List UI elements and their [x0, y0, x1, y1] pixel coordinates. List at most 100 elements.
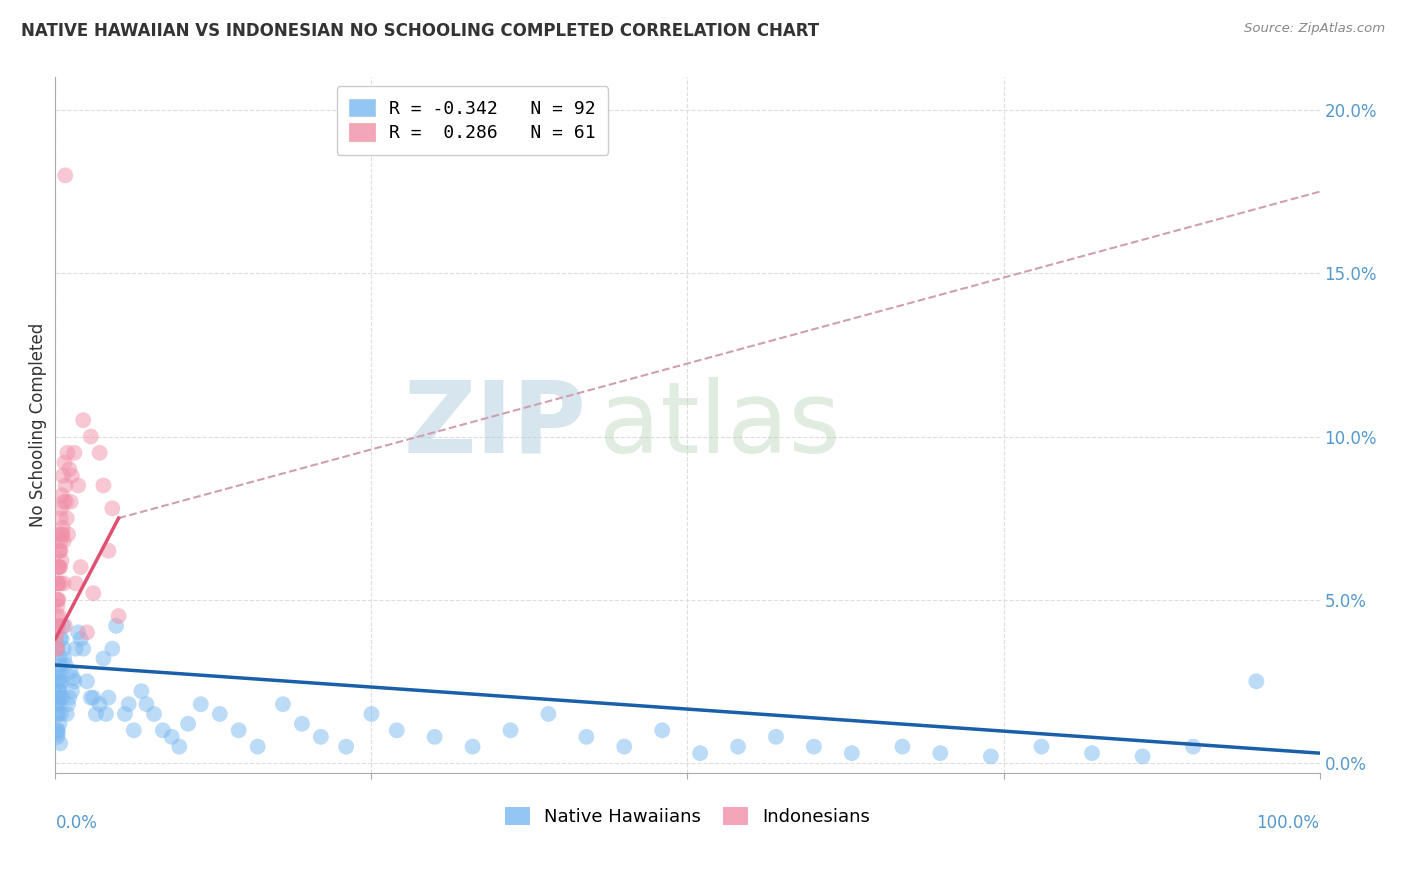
Point [65, 641, 87, 656]
Point [45, 641, 67, 656]
Point [51, 690, 73, 705]
Point [48, 543, 70, 558]
Point [48, 527, 70, 541]
Point [929, 746, 952, 760]
Text: NATIVE HAWAIIAN VS INDONESIAN NO SCHOOLING COMPLETED CORRELATION CHART: NATIVE HAWAIIAN VS INDONESIAN NO SCHOOLI… [21, 22, 820, 40]
Point [309, 730, 332, 744]
Point [97, 543, 120, 558]
Point [49, 706, 72, 721]
Point [49, 533, 72, 548]
Point [51, 674, 73, 689]
Point [46, 619, 69, 633]
Point [48, 543, 70, 558]
Point [45, 632, 67, 646]
Point [53, 169, 76, 183]
Point [291, 716, 314, 731]
Point [55, 706, 77, 721]
Point [60, 684, 83, 698]
Point [1182, 739, 1205, 754]
Point [45, 625, 67, 640]
Text: Source: ZipAtlas.com: Source: ZipAtlas.com [1244, 22, 1385, 36]
Point [45, 619, 67, 633]
Point [1081, 746, 1104, 760]
Point [62, 671, 84, 685]
Point [82, 586, 104, 600]
Point [82, 690, 104, 705]
Point [45, 697, 67, 711]
Point [107, 609, 129, 624]
Point [67, 478, 90, 492]
Point [49, 543, 72, 558]
Point [46, 690, 69, 705]
Point [651, 723, 673, 738]
Point [49, 658, 72, 673]
Point [51, 553, 73, 567]
Point [51, 488, 73, 502]
Text: atlas: atlas [599, 376, 841, 474]
Point [97, 690, 120, 705]
Point [48, 671, 70, 685]
Point [48, 697, 70, 711]
Point [613, 739, 636, 754]
Point [980, 749, 1002, 764]
Point [51, 632, 73, 646]
Point [46, 576, 69, 591]
Point [49, 560, 72, 574]
Point [49, 576, 72, 591]
Point [53, 456, 76, 470]
Point [51, 527, 73, 541]
Point [60, 468, 83, 483]
Point [45, 641, 67, 656]
Point [72, 641, 94, 656]
Point [1132, 749, 1154, 764]
Point [94, 706, 117, 721]
Point [46, 609, 69, 624]
Point [53, 495, 76, 509]
Point [499, 723, 522, 738]
Point [160, 730, 183, 744]
Point [118, 697, 141, 711]
Point [765, 730, 787, 744]
Point [114, 706, 136, 721]
Point [101, 501, 124, 516]
Point [803, 739, 825, 754]
Point [76, 674, 98, 689]
Point [52, 533, 75, 548]
Point [80, 429, 103, 443]
Point [48, 690, 70, 705]
Point [69, 632, 91, 646]
Point [537, 706, 560, 721]
Point [46, 560, 69, 574]
Point [46, 730, 69, 744]
Point [49, 632, 72, 646]
Point [105, 619, 128, 633]
Point [48, 674, 70, 689]
Point [891, 739, 914, 754]
Point [271, 697, 294, 711]
Point [46, 592, 69, 607]
Point [46, 641, 69, 656]
Point [48, 716, 70, 731]
Point [49, 511, 72, 525]
Text: 100.0%: 100.0% [1257, 814, 1320, 832]
Point [46, 723, 69, 738]
Point [1031, 739, 1053, 754]
Point [689, 746, 711, 760]
Point [152, 723, 174, 738]
Point [49, 677, 72, 691]
Point [49, 665, 72, 679]
Point [45, 706, 67, 721]
Y-axis label: No Schooling Completed: No Schooling Completed [30, 323, 46, 527]
Point [841, 746, 863, 760]
Point [55, 478, 77, 492]
Point [208, 706, 231, 721]
Point [727, 739, 749, 754]
Point [423, 730, 446, 744]
Point [55, 495, 77, 509]
Point [461, 739, 484, 754]
Point [76, 625, 98, 640]
Point [48, 592, 70, 607]
Point [101, 641, 124, 656]
Point [575, 730, 598, 744]
Point [52, 521, 75, 535]
